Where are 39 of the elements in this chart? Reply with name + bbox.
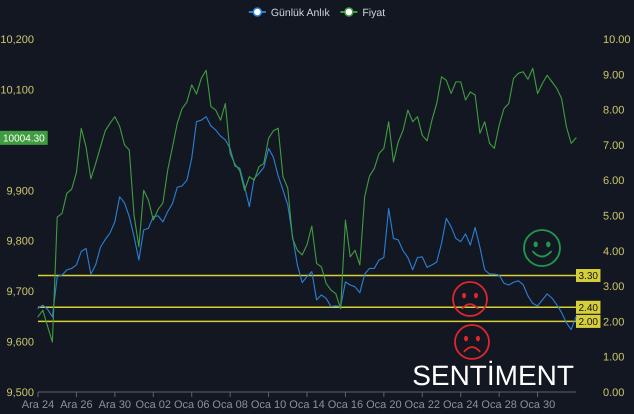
y2-tick-label: 10.00 xyxy=(603,34,631,46)
ref-line-label: 2.40 xyxy=(578,302,598,314)
x-tick-label: Oca 10 xyxy=(250,399,286,411)
legend-label: Fiyat xyxy=(362,7,386,19)
y2-tick-label: 2.00 xyxy=(603,316,624,328)
annotation: SENTİMENT xyxy=(412,360,574,391)
y-tick-label: 9,800 xyxy=(6,236,34,248)
y-tick-label: 9,500 xyxy=(6,387,34,399)
ref-line-label: 2.00 xyxy=(578,316,598,328)
legend-label: Günlük Anlık xyxy=(270,7,331,19)
x-tick-label: Ara 30 xyxy=(98,399,132,411)
x-tick-label: Oca 22 xyxy=(404,399,440,411)
y-tick-label: 10,100 xyxy=(0,84,34,96)
x-tick-label: Oca 08 xyxy=(212,399,248,411)
annotation: 10004.30 xyxy=(2,133,46,144)
y2-tick-label: 7.00 xyxy=(603,140,624,152)
y2-tick-label: 1.00 xyxy=(603,352,624,364)
y2-tick-label: 0.00 xyxy=(603,387,624,399)
y-tick-label: 9,900 xyxy=(6,185,34,198)
x-tick-label: Oca 20 xyxy=(366,399,402,411)
ref-line-label: 3.30 xyxy=(578,271,598,282)
x-tick-label: Oca 14 xyxy=(289,399,325,411)
x-tick-label: Oca 30 xyxy=(520,399,556,411)
y2-tick-label: 9.00 xyxy=(603,69,624,82)
x-tick-label: Ara 26 xyxy=(60,399,93,411)
x-tick-label: Ara 24 xyxy=(22,399,54,411)
y-tick-label: 9,600 xyxy=(6,336,34,349)
x-tick-label: Oca 24 xyxy=(442,399,478,411)
x-tick-label: Oca 06 xyxy=(174,399,210,411)
x-tick-label: Oca 16 xyxy=(328,399,364,411)
y2-tick-label: 3.00 xyxy=(603,281,624,294)
y-tick-label: 10,200 xyxy=(0,34,34,46)
x-tick-label: Oca 02 xyxy=(136,399,172,411)
y2-tick-label: 6.00 xyxy=(603,175,624,188)
y2-tick-label: 8.00 xyxy=(603,104,624,117)
y-tick-label: 9,700 xyxy=(6,286,34,298)
y2-tick-label: 5.00 xyxy=(603,210,624,222)
y2-tick-label: 4.00 xyxy=(603,246,624,258)
x-tick-label: Oca 28 xyxy=(481,399,517,411)
